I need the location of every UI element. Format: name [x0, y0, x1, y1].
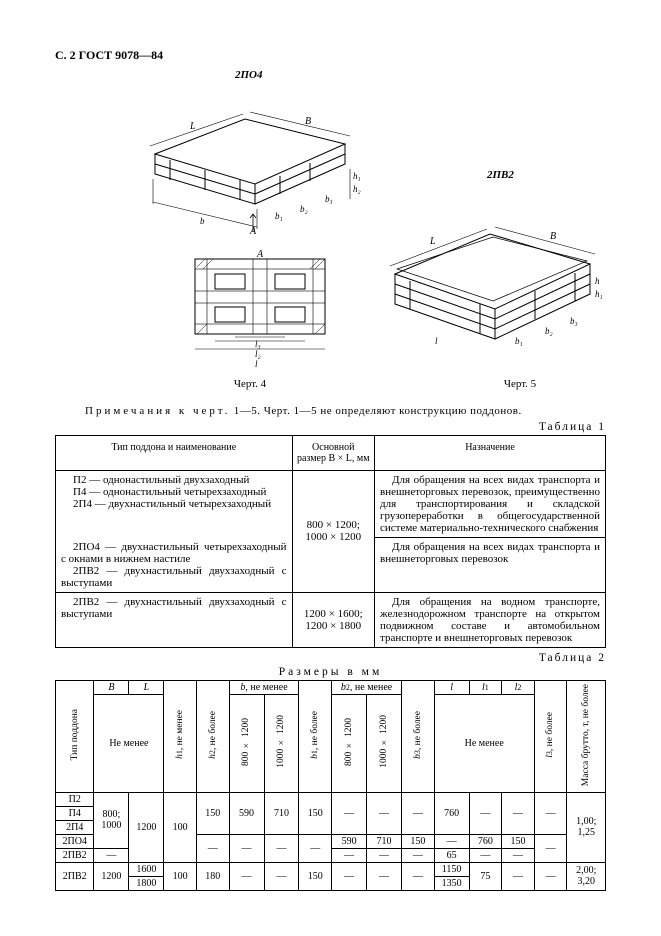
table2-label: Таблица 2 [55, 652, 606, 664]
fig4-label: 2ПО4 [235, 69, 263, 81]
fig4-plan: A l₃ l₂ l [175, 249, 345, 369]
mm-caption: Размеры в мм [55, 666, 606, 678]
t1-r3c2: 1200 × 1600; 1200 × 1800 [292, 592, 375, 647]
t2-h-1000a: 1000 × 1200 [276, 713, 286, 770]
t1-h2: Основной размер B × L, мм [292, 436, 375, 471]
svg-text:l: l [255, 359, 258, 369]
table2: Тип поддона B L h1, не менее h2, не боле… [55, 680, 606, 891]
svg-text:b: b [200, 216, 205, 226]
t2-h-l2: l2 [502, 680, 535, 694]
svg-text:b₂: b₂ [300, 204, 308, 214]
t2-row-2pv2b-1: 2ПВ2 1200 1600 100 180 — — 150 — — — 115… [56, 862, 606, 876]
svg-text:h₂: h₂ [353, 184, 361, 194]
t2-h-B: B [94, 680, 129, 694]
svg-text:b₃: b₃ [570, 316, 578, 326]
t2-h-l: l [434, 680, 469, 694]
svg-text:b₂: b₂ [545, 326, 553, 336]
svg-text:l₂: l₂ [255, 349, 261, 359]
fig4-isometric: L B h₁ h₂ b₃ b₂ b₁ b A [135, 84, 365, 234]
table1: Тип поддона и наименование Основной разм… [55, 435, 606, 648]
t2-h-L: L [129, 680, 164, 694]
t2-h-800a: 800 × 1200 [241, 716, 251, 768]
t2-h-l1: l1 [469, 680, 502, 694]
t1-r1c3: Для обращения на всех видах транспорта и… [375, 471, 606, 538]
svg-text:A: A [256, 249, 264, 260]
t2-h-nemenee2: Не менее [434, 694, 534, 792]
t2-h-800b: 800 × 1200 [344, 716, 354, 768]
t1-r3c1: 2ПВ2 — двухнастильный двухзаходный с выс… [56, 592, 293, 647]
svg-text:B: B [550, 231, 556, 242]
fig5-isometric: L B h h₁ b₃ b₂ b₁ l [375, 189, 605, 359]
page-header: С. 2 ГОСТ 9078—84 [55, 48, 606, 63]
t2-h-h11: h1, не менее [175, 708, 185, 761]
svg-text:B: B [305, 116, 311, 127]
t1-r3c3: Для обращения на водном транспорте, желе… [375, 592, 606, 647]
t2-h-bnm: b, не менее [229, 680, 299, 694]
svg-text:h₁: h₁ [595, 289, 603, 299]
t2-h-b3: b3, не более [413, 709, 423, 761]
svg-text:l: l [435, 336, 438, 346]
t1-r1c1: П2 — однонастильный двухзаходный П4 — од… [56, 471, 293, 538]
svg-text:h: h [595, 276, 600, 286]
t1-r2c3: Для обращения на всех видах транспорта и… [375, 538, 606, 593]
t2-h-nemenee: Не менее [94, 694, 164, 792]
t1-h1: Тип поддона и наименование [56, 436, 293, 471]
table1-label: Таблица 1 [55, 421, 606, 433]
t1-r2c1: 2ПО4 — двухнастильный четырехзаходный с … [56, 538, 293, 593]
figures-note: Примечания к черт. 1—5. Черт. 1—5 не опр… [85, 405, 606, 417]
t2-h-mass: Масса брутто, т, не более [581, 682, 591, 788]
svg-text:b₃: b₃ [325, 194, 333, 204]
t1-r1c2: 800 × 1200; 1000 × 1200 [292, 471, 375, 593]
svg-text:h₁: h₁ [353, 171, 361, 181]
t2-h-type: Тип поддона [70, 707, 80, 762]
svg-text:L: L [189, 121, 196, 132]
t2-h-b2nm: b2, не менее [332, 680, 402, 694]
svg-text:b₁: b₁ [275, 211, 283, 221]
svg-text:L: L [429, 236, 436, 247]
t2-h-h2: h2, не более [208, 709, 218, 761]
figures-area: 2ПО4 L [55, 69, 606, 399]
t1-h3: Назначение [375, 436, 606, 471]
t2-h-b1: b1, не более [310, 709, 320, 761]
fig4-caption: Черт. 4 [185, 378, 315, 390]
t2-h-l3: l3, не более [545, 710, 555, 760]
fig5-label: 2ПВ2 [487, 169, 514, 181]
svg-text:l₃: l₃ [255, 339, 261, 349]
svg-text:b₁: b₁ [515, 336, 523, 346]
t2-row-p2: П2 800; 1000 1200 100 150 590 710 150 — … [56, 792, 606, 806]
fig5-caption: Черт. 5 [455, 378, 585, 390]
t2-h-1000b: 1000 × 1200 [379, 713, 389, 770]
